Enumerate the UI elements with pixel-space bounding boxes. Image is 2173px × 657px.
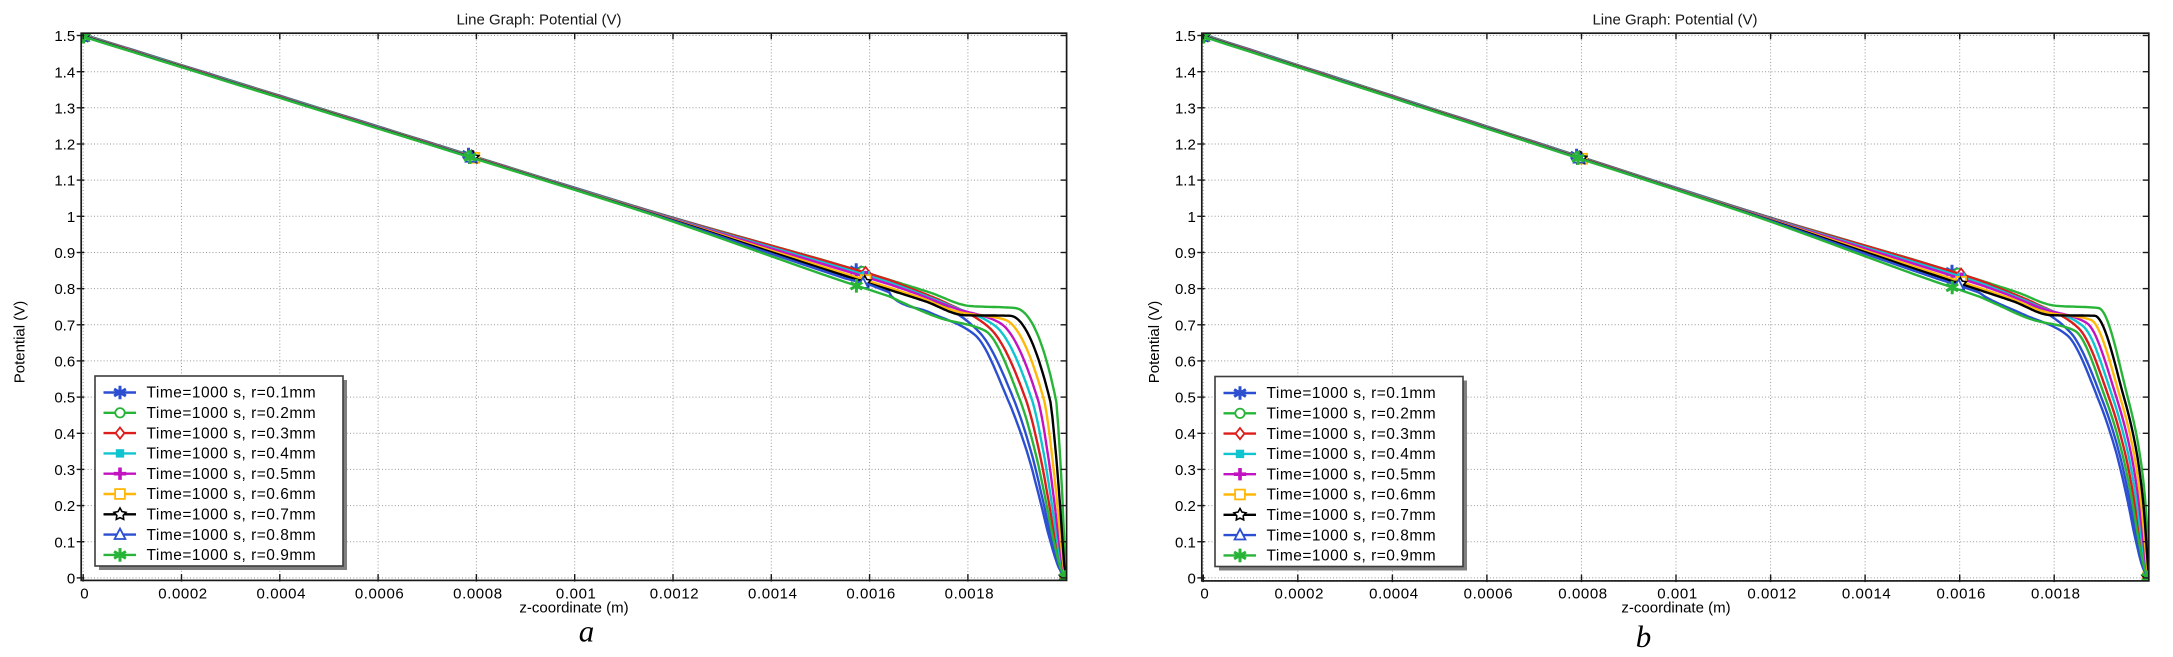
svg-text:Time=1000 s, r=0.4mm: Time=1000 s, r=0.4mm: [1267, 446, 1437, 463]
svg-text:0.0016: 0.0016: [1936, 586, 1985, 603]
svg-text:1.5: 1.5: [1175, 28, 1196, 45]
svg-text:a: a: [579, 614, 595, 649]
svg-text:Time=1000 s, r=0.2mm: Time=1000 s, r=0.2mm: [147, 405, 317, 422]
svg-text:1.1: 1.1: [54, 173, 75, 190]
svg-text:0.1: 0.1: [1175, 534, 1196, 551]
svg-text:1.3: 1.3: [1175, 100, 1196, 117]
svg-text:0: 0: [67, 571, 75, 588]
svg-text:0: 0: [1200, 586, 1209, 603]
svg-text:0.001: 0.001: [556, 586, 597, 603]
svg-text:Potential (V): Potential (V): [1146, 301, 1163, 384]
svg-text:0.7: 0.7: [54, 317, 75, 334]
svg-text:Time=1000 s, r=0.5mm: Time=1000 s, r=0.5mm: [147, 466, 317, 483]
svg-text:1.1: 1.1: [1175, 173, 1196, 190]
svg-text:0.9: 0.9: [54, 245, 75, 262]
svg-text:0: 0: [1187, 571, 1195, 588]
svg-text:0.5: 0.5: [54, 390, 75, 407]
svg-text:0: 0: [80, 586, 89, 603]
svg-text:Time=1000 s, r=0.5mm: Time=1000 s, r=0.5mm: [1267, 466, 1437, 483]
svg-text:Time=1000 s, r=0.3mm: Time=1000 s, r=0.3mm: [1267, 426, 1437, 443]
svg-text:0.5: 0.5: [1175, 390, 1196, 407]
svg-text:0.0002: 0.0002: [1275, 586, 1324, 603]
svg-text:0.0014: 0.0014: [1842, 586, 1891, 603]
svg-text:0.0018: 0.0018: [945, 586, 994, 603]
svg-text:0.4: 0.4: [1175, 426, 1196, 443]
svg-text:1.2: 1.2: [1175, 137, 1196, 154]
svg-text:1.4: 1.4: [54, 64, 75, 81]
svg-text:Time=1000 s, r=0.1mm: Time=1000 s, r=0.1mm: [1267, 385, 1437, 402]
svg-text:Time=1000 s, r=0.6mm: Time=1000 s, r=0.6mm: [147, 486, 317, 503]
svg-text:0.0004: 0.0004: [1369, 586, 1418, 603]
svg-text:0.4: 0.4: [54, 426, 75, 443]
svg-text:z-coordinate (m): z-coordinate (m): [1621, 600, 1730, 617]
svg-text:1: 1: [1187, 209, 1195, 226]
svg-text:Time=1000 s, r=0.6mm: Time=1000 s, r=0.6mm: [1267, 487, 1437, 504]
svg-text:0.0012: 0.0012: [1747, 586, 1796, 603]
svg-text:0.0012: 0.0012: [650, 586, 699, 603]
svg-text:0.8: 0.8: [54, 281, 75, 298]
svg-text:Time=1000 s, r=0.9mm: Time=1000 s, r=0.9mm: [147, 547, 317, 564]
svg-text:Potential (V): Potential (V): [12, 301, 29, 384]
svg-text:0.6: 0.6: [54, 354, 75, 371]
svg-text:Time=1000 s, r=0.3mm: Time=1000 s, r=0.3mm: [147, 425, 317, 442]
svg-text:0.0006: 0.0006: [355, 586, 404, 603]
svg-text:1.4: 1.4: [1175, 64, 1196, 81]
svg-text:Time=1000 s, r=0.8mm: Time=1000 s, r=0.8mm: [147, 527, 317, 544]
svg-text:Time=1000 s, r=0.8mm: Time=1000 s, r=0.8mm: [1267, 527, 1437, 544]
svg-text:0.1: 0.1: [54, 534, 75, 551]
svg-text:Time=1000 s, r=0.9mm: Time=1000 s, r=0.9mm: [1267, 548, 1437, 565]
svg-text:0.9: 0.9: [1175, 245, 1196, 262]
svg-text:0.2: 0.2: [1175, 498, 1196, 515]
svg-text:0.0002: 0.0002: [158, 586, 207, 603]
svg-text:0.7: 0.7: [1175, 317, 1196, 334]
svg-text:0.0008: 0.0008: [1558, 586, 1607, 603]
svg-text:0.0018: 0.0018: [2031, 586, 2080, 603]
svg-text:Line Graph: Potential (V): Line Graph: Potential (V): [456, 12, 621, 29]
svg-text:Time=1000 s, r=0.4mm: Time=1000 s, r=0.4mm: [147, 446, 317, 463]
svg-text:Time=1000 s, r=0.7mm: Time=1000 s, r=0.7mm: [1267, 507, 1437, 524]
svg-text:0.2: 0.2: [54, 498, 75, 515]
svg-text:Time=1000 s, r=0.2mm: Time=1000 s, r=0.2mm: [1267, 406, 1437, 423]
svg-text:b: b: [1636, 619, 1652, 654]
svg-text:Time=1000 s, r=0.1mm: Time=1000 s, r=0.1mm: [147, 385, 317, 402]
svg-text:z-coordinate (m): z-coordinate (m): [519, 600, 628, 617]
svg-text:1.5: 1.5: [54, 28, 75, 45]
svg-text:Line Graph: Potential (V): Line Graph: Potential (V): [1592, 12, 1757, 29]
svg-text:1.3: 1.3: [54, 100, 75, 117]
svg-text:1.2: 1.2: [54, 137, 75, 154]
svg-text:0.0004: 0.0004: [257, 586, 306, 603]
svg-text:0.0016: 0.0016: [846, 586, 895, 603]
svg-text:0.0006: 0.0006: [1464, 586, 1513, 603]
svg-text:0.3: 0.3: [54, 462, 75, 479]
svg-text:0.3: 0.3: [1175, 462, 1196, 479]
svg-text:Time=1000 s, r=0.7mm: Time=1000 s, r=0.7mm: [147, 507, 317, 524]
svg-text:0.6: 0.6: [1175, 354, 1196, 371]
svg-text:0.001: 0.001: [1657, 586, 1698, 603]
svg-text:0.0014: 0.0014: [748, 586, 797, 603]
svg-text:1: 1: [67, 209, 75, 226]
svg-text:0.0008: 0.0008: [453, 586, 502, 603]
svg-text:0.8: 0.8: [1175, 281, 1196, 298]
